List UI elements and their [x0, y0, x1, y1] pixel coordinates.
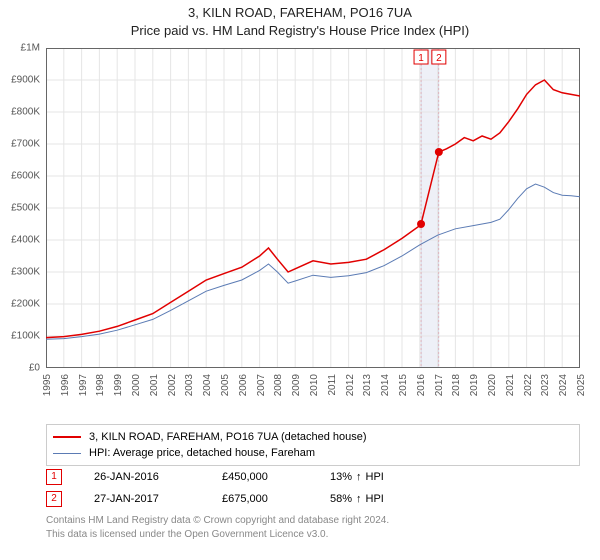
title-main: 3, KILN ROAD, FAREHAM, PO16 7UA: [0, 4, 600, 22]
x-tick-label: 2024: [558, 374, 569, 396]
arrow-up-icon: ↑: [356, 493, 362, 505]
legend-box: 3, KILN ROAD, FAREHAM, PO16 7UA (detache…: [46, 424, 580, 466]
y-tick-label: £900K: [11, 75, 40, 86]
y-tick-label: £0: [29, 363, 40, 374]
x-axis: 1995199619971998199920002001200220032004…: [46, 370, 580, 420]
legend-swatch: [53, 453, 81, 454]
y-tick-label: £100K: [11, 331, 40, 342]
footer-line1: Contains HM Land Registry data © Crown c…: [46, 514, 580, 528]
x-tick-label: 2015: [398, 374, 409, 396]
sale-badge: 2: [46, 491, 62, 507]
sale-badge: 1: [46, 469, 62, 485]
y-tick-label: £1M: [21, 43, 40, 54]
sale-pct: 13%↑HPI: [330, 471, 420, 483]
x-tick-label: 2017: [434, 374, 445, 396]
x-tick-label: 2019: [469, 374, 480, 396]
x-tick-label: 2014: [380, 374, 391, 396]
plot-area: 12: [46, 48, 580, 368]
sale-price: £675,000: [222, 493, 302, 505]
x-tick-label: 1997: [78, 374, 89, 396]
legend-label: 3, KILN ROAD, FAREHAM, PO16 7UA (detache…: [89, 431, 367, 443]
plot-svg: 12: [46, 48, 580, 368]
x-tick-label: 2020: [487, 374, 498, 396]
sales-table: 1 26-JAN-2016 £450,000 13%↑HPI 2 27-JAN-2017 £…: [46, 466, 580, 510]
x-tick-label: 2021: [505, 374, 516, 396]
sale-row: 1 26-JAN-2016 £450,000 13%↑HPI: [46, 466, 580, 488]
x-tick-label: 2004: [202, 374, 213, 396]
title-sub: Price paid vs. HM Land Registry's House …: [0, 22, 600, 40]
title-block: 3, KILN ROAD, FAREHAM, PO16 7UA Price pa…: [0, 0, 600, 40]
legend-swatch: [53, 436, 81, 438]
y-tick-label: £400K: [11, 235, 40, 246]
y-tick-label: £600K: [11, 171, 40, 182]
x-tick-label: 2007: [256, 374, 267, 396]
x-tick-label: 1999: [113, 374, 124, 396]
x-tick-label: 2003: [184, 374, 195, 396]
y-axis: £0£100K£200K£300K£400K£500K£600K£700K£80…: [0, 48, 44, 368]
x-tick-label: 1995: [42, 374, 53, 396]
sale-price: £450,000: [222, 471, 302, 483]
x-tick-label: 2009: [291, 374, 302, 396]
x-tick-label: 2010: [309, 374, 320, 396]
x-tick-label: 2022: [523, 374, 534, 396]
x-tick-label: 2025: [576, 374, 587, 396]
svg-text:2: 2: [436, 53, 442, 64]
y-tick-label: £200K: [11, 299, 40, 310]
arrow-up-icon: ↑: [356, 471, 362, 483]
y-tick-label: £300K: [11, 267, 40, 278]
x-tick-label: 2000: [131, 374, 142, 396]
y-tick-label: £500K: [11, 203, 40, 214]
x-tick-label: 2002: [167, 374, 178, 396]
footer: Contains HM Land Registry data © Crown c…: [46, 514, 580, 541]
y-tick-label: £800K: [11, 107, 40, 118]
x-tick-label: 2018: [451, 374, 462, 396]
svg-text:1: 1: [418, 53, 424, 64]
sale-pct: 58%↑HPI: [330, 493, 420, 505]
x-tick-label: 2001: [149, 374, 160, 396]
x-tick-label: 2006: [238, 374, 249, 396]
x-tick-label: 2005: [220, 374, 231, 396]
x-tick-label: 2008: [273, 374, 284, 396]
x-tick-label: 1996: [60, 374, 71, 396]
footer-line2: This data is licensed under the Open Gov…: [46, 528, 580, 542]
x-tick-label: 1998: [95, 374, 106, 396]
y-tick-label: £700K: [11, 139, 40, 150]
x-tick-label: 2012: [345, 374, 356, 396]
x-tick-label: 2023: [540, 374, 551, 396]
chart-container: 3, KILN ROAD, FAREHAM, PO16 7UA Price pa…: [0, 0, 600, 560]
x-tick-label: 2011: [327, 374, 338, 396]
x-tick-label: 2016: [416, 374, 427, 396]
sale-row: 2 27-JAN-2017 £675,000 58%↑HPI: [46, 488, 580, 510]
legend-item: 3, KILN ROAD, FAREHAM, PO16 7UA (detache…: [53, 429, 573, 445]
legend-label: HPI: Average price, detached house, Fare…: [89, 447, 315, 459]
sale-date: 26-JAN-2016: [94, 471, 194, 483]
sale-date: 27-JAN-2017: [94, 493, 194, 505]
legend-item: HPI: Average price, detached house, Fare…: [53, 445, 573, 461]
x-tick-label: 2013: [362, 374, 373, 396]
